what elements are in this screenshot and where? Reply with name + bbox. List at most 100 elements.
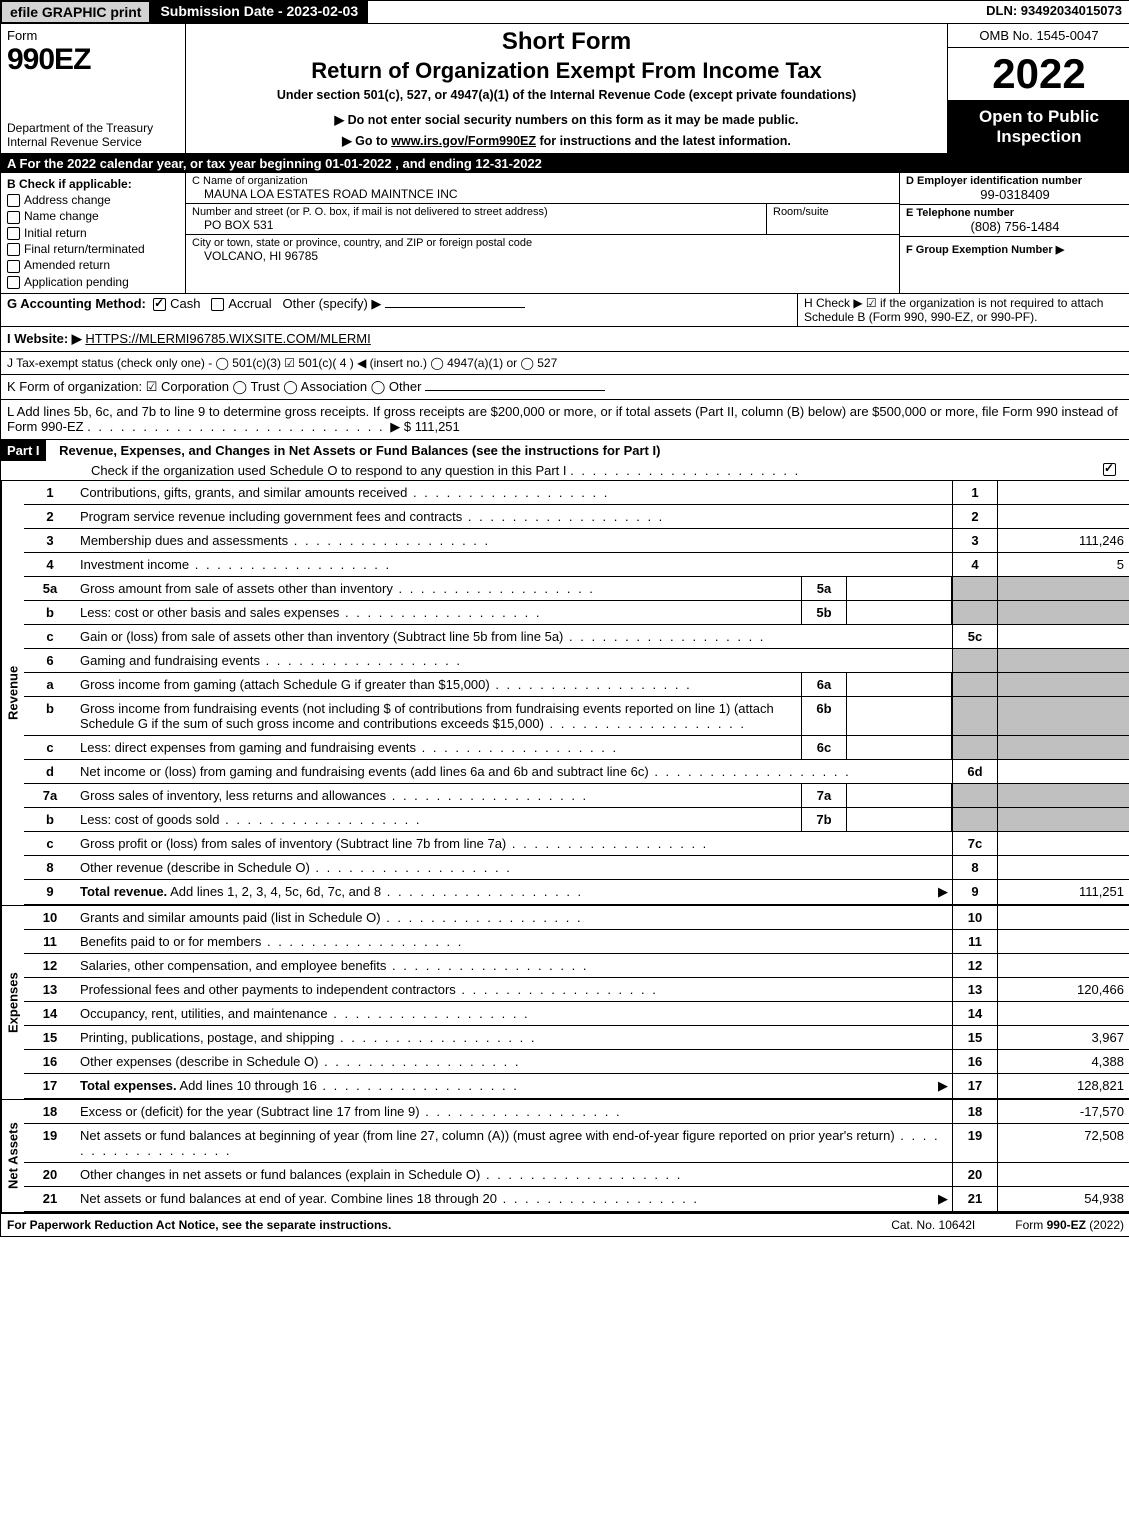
line-20-desc: Other changes in net assets or fund bala… [76, 1163, 952, 1186]
ein-value: 99-0318409 [906, 187, 1124, 202]
line-12-amount [997, 954, 1129, 977]
line-6b-subbox-amt [847, 697, 952, 735]
line-6: 6Gaming and fundraising events . . . . .… [24, 649, 1129, 673]
line-16-number: 16 [24, 1050, 76, 1073]
line-15-box-num: 15 [952, 1026, 997, 1049]
line-13-number: 13 [24, 978, 76, 1001]
line-13-desc: Professional fees and other payments to … [76, 978, 952, 1001]
part-i-badge: Part I [1, 440, 46, 461]
irs-link[interactable]: www.irs.gov/Form990EZ [391, 134, 536, 148]
check-address-change[interactable]: Address change [7, 193, 179, 207]
line-5b-box-num-grey [952, 601, 997, 624]
line-19-box-num: 19 [952, 1124, 997, 1162]
line-17-amount: 128,821 [997, 1074, 1129, 1098]
efile-print-button[interactable]: efile GRAPHIC print [1, 1, 150, 23]
line-16-amount: 4,388 [997, 1050, 1129, 1073]
line-6d-amount [997, 760, 1129, 783]
line-6a-subbox-label: 6a [801, 673, 847, 696]
line-7b: bLess: cost of goods sold . . . . . . . … [24, 808, 1129, 832]
line-8: 8Other revenue (describe in Schedule O) … [24, 856, 1129, 880]
line-6c-subbox-label: 6c [801, 736, 847, 759]
line-19: 19Net assets or fund balances at beginni… [24, 1124, 1129, 1163]
check-cash[interactable] [153, 298, 166, 311]
line-9-number: 9 [24, 880, 76, 904]
line-4-amount: 5 [997, 553, 1129, 576]
line-7a: 7aGross sales of inventory, less returns… [24, 784, 1129, 808]
line-3-desc: Membership dues and assessments . . . . … [76, 529, 952, 552]
line-18-amount: -17,570 [997, 1100, 1129, 1123]
part-i-title: Revenue, Expenses, and Changes in Net As… [49, 443, 660, 458]
line-a-tax-year: A For the 2022 calendar year, or tax yea… [1, 154, 1129, 173]
line-1-box-num: 1 [952, 481, 997, 504]
line-9-box-num: 9 [952, 880, 997, 904]
website-link[interactable]: HTTPS://MLERMI96785.WIXSITE.COM/MLERMI [85, 331, 370, 346]
line-8-number: 8 [24, 856, 76, 879]
line-6-number: 6 [24, 649, 76, 672]
line-1-amount [997, 481, 1129, 504]
footer-form-ref: Form 990-EZ (2022) [1015, 1218, 1124, 1232]
line-15: 15Printing, publications, postage, and s… [24, 1026, 1129, 1050]
form-label: Form [7, 28, 179, 43]
check-final-return[interactable]: Final return/terminated [7, 242, 179, 256]
line-3: 3Membership dues and assessments . . . .… [24, 529, 1129, 553]
line-3-amount: 111,246 [997, 529, 1129, 552]
part-i-header: Part I Revenue, Expenses, and Changes in… [1, 440, 1129, 481]
line-10-box-num: 10 [952, 906, 997, 929]
check-amended-return[interactable]: Amended return [7, 258, 179, 272]
subtitle-ssn-warning: ▶ Do not enter social security numbers o… [192, 112, 941, 127]
line-6a-box-amt-grey [997, 673, 1129, 696]
line-16-desc: Other expenses (describe in Schedule O) … [76, 1050, 952, 1073]
line-2-number: 2 [24, 505, 76, 528]
check-application-pending[interactable]: Application pending [7, 275, 179, 289]
line-5c-box-num: 5c [952, 625, 997, 648]
line-h-schedule-b: H Check ▶ ☑ if the organization is not r… [798, 294, 1129, 326]
section-b-label: B Check if applicable: [7, 177, 179, 191]
line-10-desc: Grants and similar amounts paid (list in… [76, 906, 952, 929]
page-footer: For Paperwork Reduction Act Notice, see … [1, 1214, 1129, 1236]
part-i-schedule-o-check[interactable] [1103, 463, 1116, 476]
dln-label: DLN: 93492034015073 [978, 1, 1129, 23]
line-15-number: 15 [24, 1026, 76, 1049]
check-name-change[interactable]: Name change [7, 209, 179, 223]
line-7c-desc: Gross profit or (loss) from sales of inv… [76, 832, 952, 855]
form-number: 990EZ [7, 43, 179, 77]
line-6b: bGross income from fundraising events (n… [24, 697, 1129, 736]
line-8-box-num: 8 [952, 856, 997, 879]
line-6c-box-amt-grey [997, 736, 1129, 759]
line-5c-amount [997, 625, 1129, 648]
line-5a-box-num-grey [952, 577, 997, 600]
top-bar: efile GRAPHIC print Submission Date - 20… [1, 1, 1129, 24]
form-header: Form 990EZ Department of the Treasury In… [1, 24, 1129, 154]
ein-label: D Employer identification number [906, 175, 1124, 187]
line-2-desc: Program service revenue including govern… [76, 505, 952, 528]
line-6c-number: c [24, 736, 76, 759]
line-5b-subbox-amt [847, 601, 952, 624]
line-7a-number: 7a [24, 784, 76, 807]
line-4: 4Investment income . . . . . . . . . . .… [24, 553, 1129, 577]
line-6c-desc: Less: direct expenses from gaming and fu… [76, 736, 801, 759]
line-5b-number: b [24, 601, 76, 624]
check-initial-return[interactable]: Initial return [7, 226, 179, 240]
line-17-desc: Total expenses. Add lines 10 through 16 … [76, 1074, 952, 1098]
expenses-section: Expenses 10Grants and similar amounts pa… [1, 906, 1129, 1100]
line-14-amount [997, 1002, 1129, 1025]
line-i-website: I Website: ▶ HTTPS://MLERMI96785.WIXSITE… [1, 327, 1129, 352]
line-6d-desc: Net income or (loss) from gaming and fun… [76, 760, 952, 783]
line-5c-desc: Gain or (loss) from sale of assets other… [76, 625, 952, 648]
footer-cat-no: Cat. No. 10642I [891, 1218, 975, 1232]
check-accrual[interactable] [211, 298, 224, 311]
line-6a-number: a [24, 673, 76, 696]
line-19-number: 19 [24, 1124, 76, 1162]
line-4-box-num: 4 [952, 553, 997, 576]
line-14: 14Occupancy, rent, utilities, and mainte… [24, 1002, 1129, 1026]
line-6b-desc: Gross income from fundraising events (no… [76, 697, 801, 735]
line-12-box-num: 12 [952, 954, 997, 977]
tax-year: 2022 [948, 48, 1129, 101]
street-label: Number and street (or P. O. box, if mail… [192, 206, 760, 218]
line-20: 20Other changes in net assets or fund ba… [24, 1163, 1129, 1187]
title-return-exempt: Return of Organization Exempt From Incom… [192, 58, 941, 84]
section-b-checkboxes: B Check if applicable: Address change Na… [1, 173, 186, 293]
line-7b-number: b [24, 808, 76, 831]
line-11-box-num: 11 [952, 930, 997, 953]
line-7c-amount [997, 832, 1129, 855]
